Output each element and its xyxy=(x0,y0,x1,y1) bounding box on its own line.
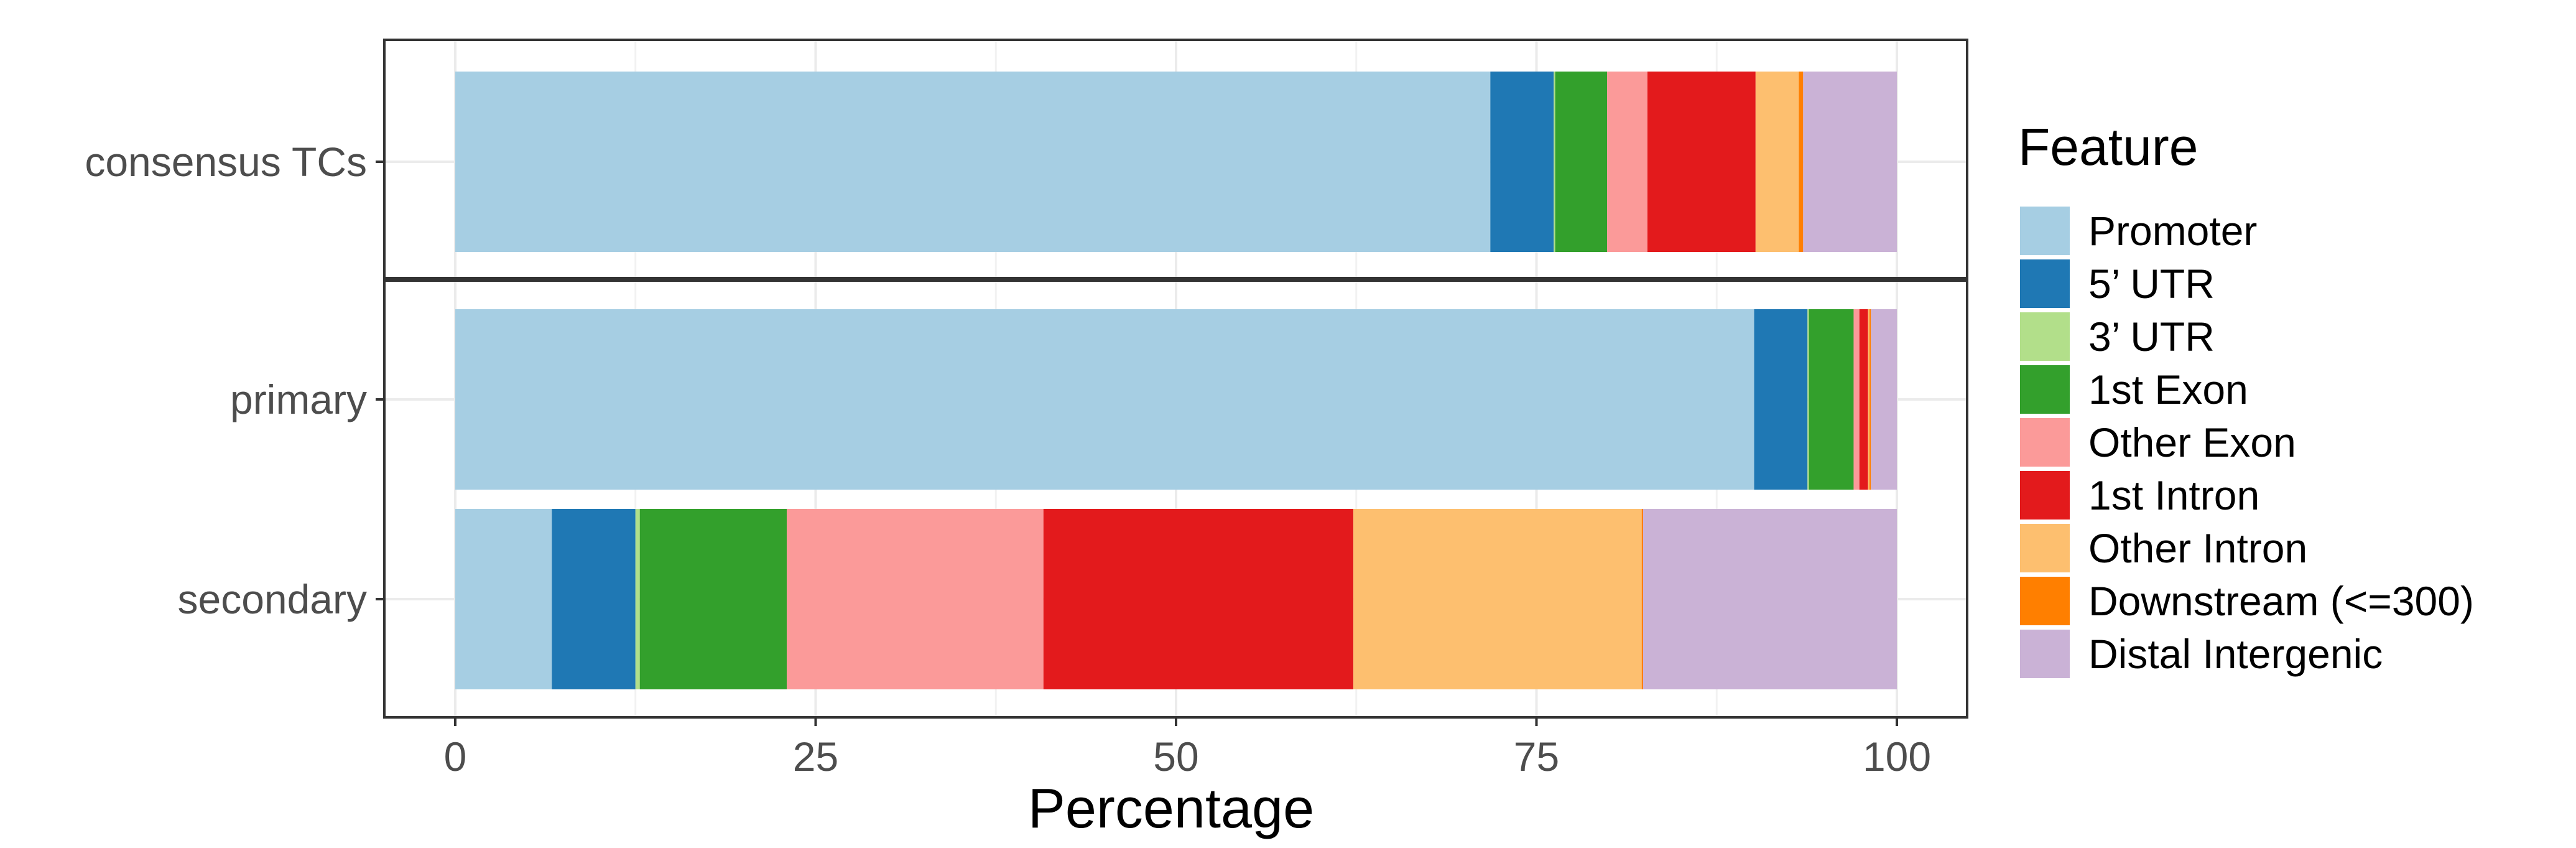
bar-segment xyxy=(1555,72,1608,252)
legend-swatch xyxy=(2020,312,2070,361)
legend-label: 5’ UTR xyxy=(2088,261,2215,307)
bar-segment xyxy=(1869,309,1871,490)
panels: consensus TCs primary secondary xyxy=(85,39,1968,719)
legend-item: Downstream (<=300) xyxy=(2020,577,2474,625)
legend-item: 5’ UTR xyxy=(2020,259,2215,308)
legend-item: 1st Exon xyxy=(2020,365,2248,414)
bar-consensus-tcs xyxy=(455,72,1897,252)
bar-segment xyxy=(455,509,552,689)
x-tick-label: 25 xyxy=(793,734,838,780)
category-label: secondary xyxy=(177,576,367,622)
legend-swatch xyxy=(2020,524,2070,572)
bar-segment xyxy=(455,72,1491,252)
bar-segment xyxy=(1807,309,1809,490)
bar-segment xyxy=(1643,509,1897,689)
panel-2: primary secondary xyxy=(177,279,1968,719)
bar-segment xyxy=(1554,72,1555,252)
panel-border xyxy=(383,39,1968,279)
bar-segment xyxy=(1490,72,1554,252)
legend-items: Promoter 5’ UTR 3’ UTR 1st Exon Other Exon 1s… xyxy=(2020,207,2474,678)
legend-title: Feature xyxy=(2018,118,2198,176)
x-tick-label: 75 xyxy=(1514,734,1559,780)
legend-swatch xyxy=(2020,259,2070,308)
bar-segment xyxy=(635,509,640,689)
legend-item: Other Exon xyxy=(2020,418,2296,467)
panel-1: consensus TCs xyxy=(85,39,1968,279)
legend-swatch xyxy=(2020,418,2070,467)
bar-segment xyxy=(1853,309,1860,490)
legend-label: Downstream (<=300) xyxy=(2088,578,2474,624)
legend-swatch xyxy=(2020,471,2070,520)
bar-segment xyxy=(1868,309,1869,490)
bar-segment xyxy=(455,309,1754,490)
legend-item: 3’ UTR xyxy=(2020,312,2215,361)
bar-segment xyxy=(639,509,787,689)
bar-segment xyxy=(1353,509,1642,689)
legend-swatch xyxy=(2020,630,2070,678)
bar-segment xyxy=(787,509,1044,689)
x-tick-label: 50 xyxy=(1153,734,1198,780)
bar-segment xyxy=(1607,72,1647,252)
bar-segment xyxy=(1803,72,1897,252)
bar-primary xyxy=(455,309,1897,490)
legend-label: 1st Intron xyxy=(2088,472,2259,518)
bar-segment xyxy=(1755,72,1799,252)
legend-label: 3’ UTR xyxy=(2088,314,2215,360)
bar-segment xyxy=(552,509,636,689)
x-axis-title: Percentage xyxy=(1028,778,1314,840)
legend-item: 1st Intron xyxy=(2020,471,2259,520)
category-label: primary xyxy=(230,376,367,422)
legend-label: Other Exon xyxy=(2088,419,2296,465)
legend-label: Promoter xyxy=(2088,208,2257,254)
legend-label: Other Intron xyxy=(2088,525,2307,571)
x-tick-label: 100 xyxy=(1863,734,1931,780)
bar-segment xyxy=(1647,72,1756,252)
x-axis: 0 25 50 75 100 xyxy=(444,717,1931,780)
legend-item: Promoter xyxy=(2020,207,2257,255)
category-label: consensus TCs xyxy=(85,139,367,185)
bar-segment xyxy=(1859,309,1868,490)
bar-segment xyxy=(1871,309,1897,490)
bar-segment xyxy=(1754,309,1808,490)
bar-secondary xyxy=(455,509,1897,689)
legend-label: Distal Intergenic xyxy=(2088,631,2383,677)
legend-swatch xyxy=(2020,365,2070,414)
bar-segment xyxy=(1641,509,1644,689)
legend-swatch xyxy=(2020,207,2070,255)
legend-item: Distal Intergenic xyxy=(2020,630,2383,678)
bar-segment xyxy=(1043,509,1354,689)
legend-item: Other Intron xyxy=(2020,524,2307,572)
legend: Feature Promoter 5’ UTR 3’ UTR 1st Exon Othe… xyxy=(2018,118,2474,678)
legend-label: 1st Exon xyxy=(2088,366,2248,412)
bar-segment xyxy=(1799,72,1804,252)
bar-segment xyxy=(1809,309,1854,490)
x-tick-label: 0 xyxy=(444,734,467,780)
legend-swatch xyxy=(2020,577,2070,625)
